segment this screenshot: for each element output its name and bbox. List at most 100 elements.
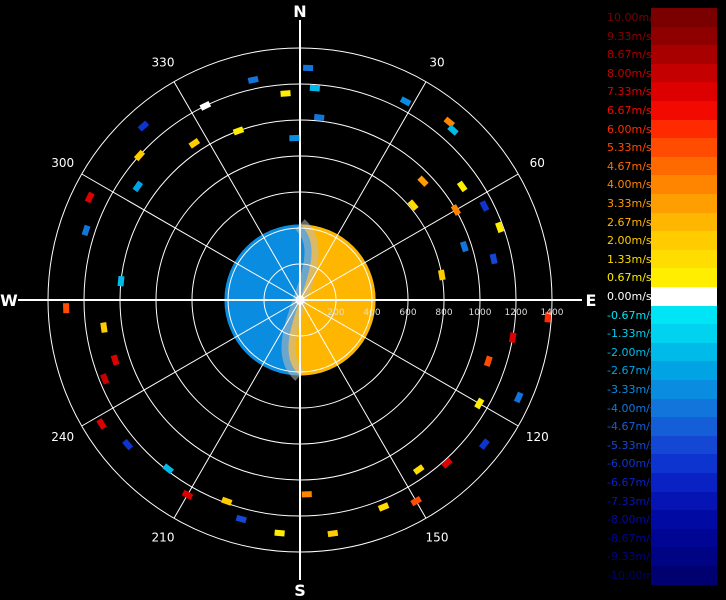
velocity-gate [508,332,517,343]
velocity-gate [303,64,314,72]
velocity-gate [162,463,174,475]
compass-label-e: E [586,291,597,310]
range-label: 800 [435,308,452,318]
bearing-spoke [173,81,301,301]
legend-swatch [651,287,717,306]
legend-label: -2.00m/s [607,345,656,359]
legend-label: -10.00m/s [607,569,663,582]
range-label: 400 [363,308,380,318]
velocity-gate [489,253,498,265]
velocity-gate [495,221,505,234]
legend-swatch [651,8,717,27]
velocity-gate [81,224,91,237]
legend-label: -6.00m/s [607,457,656,471]
velocity-gate [417,175,429,187]
legend-swatch [651,212,717,232]
legend-swatch [651,491,717,511]
velocity-gate [410,495,422,507]
legend-label: -8.00m/s [607,513,656,527]
legend-label: 2.67m/s [607,215,652,229]
bearing-spoke [173,299,301,519]
legend-swatch [651,435,717,455]
velocity-gate [313,113,325,121]
legend-label: 9.33m/s [607,29,652,43]
legend-swatch [651,45,717,64]
legend-swatch [651,324,717,343]
compass-label-w: W [0,291,18,310]
velocity-gate [483,355,493,367]
legend-swatch [651,473,717,492]
legend-label: -5.33m/s [607,438,656,452]
legend-swatch [651,528,717,548]
bearing-label: 210 [152,530,175,544]
bearing-label: 300 [51,156,74,170]
legend-swatch [651,101,717,120]
legend-swatch [651,175,717,194]
legend-label: 0.00m/s [607,290,652,303]
legend-swatch [651,398,717,418]
legend-swatch [651,82,717,101]
bearing-label: 60 [530,156,545,170]
legend-swatch [651,547,717,566]
legend-swatch [651,454,717,473]
velocity-gate [447,124,459,136]
legend-label: 7.33m/s [607,85,652,99]
legend-label: -4.00m/s [607,401,656,415]
radar-origin-marker [295,295,305,305]
velocity-gate [478,438,490,450]
legend-label: 6.67m/s [607,104,652,117]
velocity-gate [235,514,247,524]
bearing-spoke [299,81,427,301]
legend-label: 1.33m/s [607,252,652,266]
velocity-gate [247,75,259,84]
range-label: 200 [327,308,344,318]
legend-label: -2.67m/s [607,364,656,378]
legend-label: -8.67m/s [607,531,656,545]
velocity-gate [117,275,125,287]
bearing-label: 150 [426,530,449,544]
legend-label: -0.67m/s [607,308,656,322]
range-label: 600 [399,308,416,318]
velocity-gate [513,391,524,404]
legend-swatch [651,156,717,176]
legend-swatch [651,119,717,139]
velocity-gate [327,529,339,538]
velocity-gate [100,322,108,333]
velocity-color-legend: 10.00m/s 9.33m/s 8.67m/s 8.00m/s 7.33m/s 6.67… [607,8,717,590]
bearing-label: 120 [526,430,549,444]
velocity-gate [280,90,291,97]
legend-label: 8.67m/s [607,48,652,62]
velocity-gate [181,489,194,500]
velocity-gate [407,199,419,211]
velocity-gate [133,149,146,162]
velocity-gate [544,312,552,323]
legend-swatch [651,566,717,585]
legend-swatch [651,268,717,287]
legend-label: 4.00m/s [607,178,652,192]
bearing-spoke [299,173,519,301]
range-label: 1200 [505,308,528,318]
range-label: 1000 [469,308,492,318]
legend-swatch [651,231,717,250]
compass-label-n: N [293,2,306,21]
legend-label: -6.67m/s [607,476,656,489]
bearing-spoke [81,173,301,301]
legend-label: 6.00m/s [607,122,652,136]
radar-ppi-plot: 200 400 600 800 1000 1200 1400 30 60 120 150 210 240… [0,2,597,600]
velocity-gate [399,96,412,107]
velocity-gate [289,134,300,142]
legend-swatch [651,194,717,213]
velocity-gate [450,204,461,216]
legend-label: -4.67m/s [607,420,656,434]
velocity-gate [459,240,469,253]
legend-label: 0.67m/s [607,271,652,285]
velocity-gate [110,354,120,366]
legend-label: 10.00m/s [607,11,659,24]
velocity-gate [377,502,390,512]
velocity-gate [84,191,95,204]
velocity-gate [232,126,245,136]
range-label: 1400 [541,308,564,318]
legend-label: 2.00m/s [607,234,652,248]
legend-label: 4.67m/s [607,159,652,173]
